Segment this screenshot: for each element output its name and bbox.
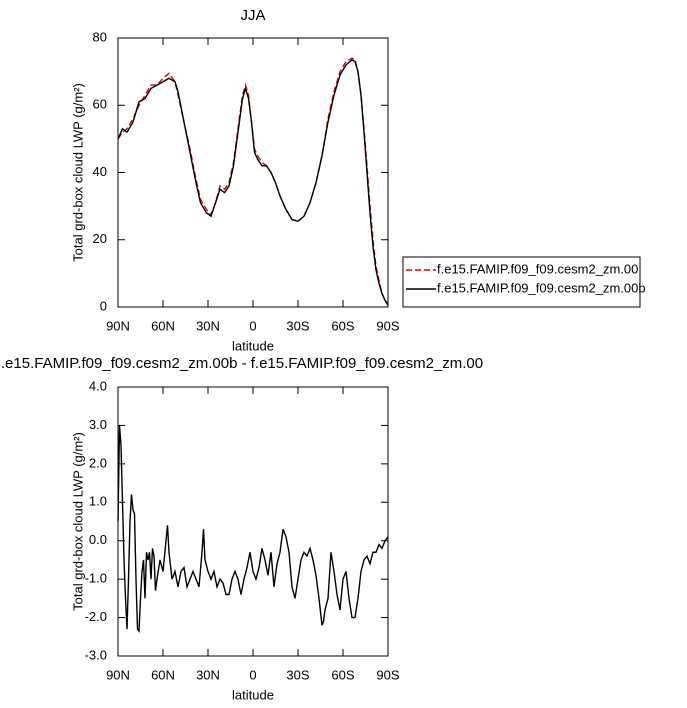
legend-label: f.e15.FAMIP.f09_f09.cesm2_zm.00: [437, 261, 638, 276]
y-axis-label: Total grd-box cloud LWP (g/m²): [70, 432, 85, 611]
x-tick-label: 30N: [196, 667, 220, 682]
x-tick-label: 90N: [106, 667, 130, 682]
y-tick-label: 40: [93, 164, 107, 179]
y-tick-label: 0: [100, 298, 107, 313]
data-line: [117, 425, 389, 633]
y-tick-label: -1.0: [85, 571, 107, 586]
x-tick-label: 90S: [376, 667, 399, 682]
y-tick-label: 2.0: [89, 455, 107, 470]
x-axis-label: latitude: [232, 338, 274, 353]
x-tick-label: 30S: [286, 318, 309, 333]
x-tick-label: 60S: [331, 667, 354, 682]
y-tick-label: 3.0: [89, 417, 107, 432]
y-tick-label: 0.0: [89, 532, 107, 547]
x-tick-label: 90N: [106, 318, 130, 333]
x-tick-label: 30N: [196, 318, 220, 333]
plot-frame: [117, 37, 389, 308]
y-tick-label: -2.0: [85, 609, 107, 624]
legend-label: f.e15.FAMIP.f09_f09.cesm2_zm.00b: [437, 280, 646, 295]
chart-title: .e15.FAMIP.f09_f09.cesm2_zm.00b - f.e15.…: [1, 355, 483, 372]
x-tick-label: 0: [249, 318, 256, 333]
x-axis-label: latitude: [232, 687, 274, 702]
plot-frame: [117, 386, 389, 657]
x-tick-label: 60N: [151, 667, 175, 682]
y-tick-label: 20: [93, 231, 107, 246]
y-tick-label: 1.0: [89, 494, 107, 509]
x-tick-label: 30S: [286, 667, 309, 682]
x-tick-label: 60S: [331, 318, 354, 333]
y-tick-label: 60: [93, 97, 107, 112]
x-tick-label: 0: [249, 667, 256, 682]
y-tick-label: 80: [93, 29, 107, 44]
x-tick-label: 60N: [151, 318, 175, 333]
chart-title: JJA: [240, 7, 265, 24]
y-axis-label: Total grd-box cloud LWP (g/m²): [70, 83, 85, 262]
y-tick-label: -3.0: [85, 647, 107, 662]
y-tick-label: 4.0: [89, 378, 107, 393]
data-line: [117, 59, 389, 306]
x-tick-label: 90S: [376, 318, 399, 333]
legend-box: [402, 256, 641, 308]
data-line: [117, 57, 389, 305]
